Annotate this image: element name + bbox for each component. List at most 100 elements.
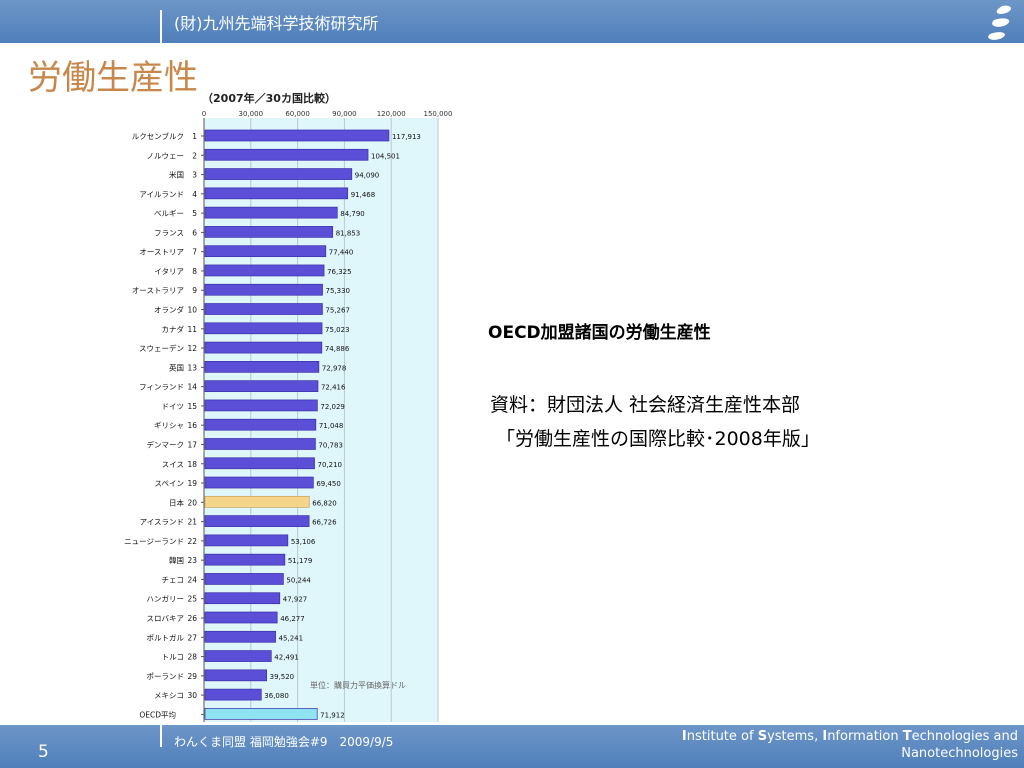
- rank-label: 9: [192, 286, 197, 295]
- value-label: 42,491: [274, 654, 299, 662]
- bar: [204, 438, 316, 450]
- rank-label: 3: [192, 171, 197, 180]
- bar: [204, 495, 310, 508]
- category-label: ノルウェー: [147, 151, 185, 160]
- value-label: 74,886: [325, 345, 350, 353]
- category-label: ルクセンブルク: [132, 131, 184, 141]
- source-note: 資料：財団法人 社会経済生産性本部: [490, 394, 801, 416]
- institute-part: S: [757, 729, 768, 744]
- category-label: ポーランド: [147, 672, 185, 681]
- institute-line2: Nanotechnologies: [901, 746, 1018, 761]
- bar: [204, 187, 349, 200]
- category-label: ベルギー: [154, 209, 184, 218]
- bar: [204, 669, 268, 682]
- institute-line1: Institute of Systems, Information Techno…: [682, 728, 1018, 745]
- rank-label: 5: [192, 209, 197, 218]
- chart-caption: OECD加盟諸国の労働生産性: [488, 323, 711, 343]
- value-label: 104,501: [371, 152, 400, 160]
- bar: [204, 322, 323, 335]
- category-label: メキシコ: [154, 691, 184, 700]
- rank-label: 16: [187, 421, 197, 430]
- rank-label: 12: [187, 344, 197, 353]
- slide-title: 労働生産性: [28, 58, 198, 98]
- rank-label: 26: [187, 614, 197, 623]
- value-label: 72,978: [322, 364, 347, 372]
- institute-part: nstitute of: [686, 729, 758, 744]
- bar: [204, 418, 317, 431]
- bar: [204, 476, 314, 489]
- source-publication: 「労働生産性の国際比較･2008年版」: [496, 428, 820, 450]
- category-label: ハンガリー: [147, 594, 185, 604]
- category-label: 英国: [169, 362, 184, 372]
- category-label: ドイツ: [162, 402, 185, 411]
- rank-label: 23: [187, 556, 197, 565]
- rank-label: 8: [192, 267, 197, 276]
- category-label: オーストラリア: [132, 286, 184, 295]
- bar: [204, 303, 323, 315]
- value-label: 47,927: [283, 596, 308, 604]
- institute-part: echnologies and: [911, 729, 1018, 744]
- category-label: オランダ: [154, 305, 184, 315]
- rank-label: 6: [192, 228, 197, 237]
- chart-title: （2007年／30カ国比較）: [202, 91, 336, 105]
- bar: [204, 148, 369, 161]
- value-label: 46,277: [280, 615, 305, 623]
- category-label: アイスランド: [140, 518, 184, 527]
- value-label: 81,853: [336, 229, 361, 237]
- value-label: 66,726: [312, 519, 337, 527]
- bar: [204, 380, 319, 392]
- rank-label: 25: [187, 595, 197, 604]
- category-label: ポルトガル: [147, 632, 185, 642]
- rank-label: 19: [187, 479, 197, 488]
- value-label: 117,913: [392, 133, 421, 141]
- value-label: 70,783: [318, 441, 343, 449]
- value-label: 77,440: [329, 249, 354, 257]
- rank-label: 20: [187, 498, 197, 507]
- value-label: 72,029: [320, 403, 345, 411]
- value-label: 75,267: [325, 307, 350, 315]
- bar: [204, 226, 334, 238]
- bar: [204, 650, 272, 662]
- value-label: 75,023: [325, 326, 350, 334]
- unit-note: 単位：購買力平価換算ドル: [310, 680, 406, 690]
- bar: [204, 457, 315, 470]
- event-info: わんくま同盟 福岡勉強会#9 2009/9/5: [174, 735, 394, 749]
- x-tick-label: 90,000: [332, 110, 357, 118]
- bar: [204, 688, 262, 701]
- bar: [204, 399, 318, 412]
- x-tick-label: 120,000: [377, 110, 406, 118]
- value-label: 94,090: [355, 172, 380, 180]
- category-label: ギリシャ: [154, 421, 184, 430]
- category-label: 韓国: [169, 555, 184, 565]
- value-label: 53,106: [291, 538, 316, 546]
- category-label: カナダ: [162, 324, 185, 334]
- footer-divider: [160, 725, 162, 747]
- value-label: 36,080: [264, 692, 289, 700]
- bar: [204, 361, 320, 373]
- rank-label: 21: [187, 518, 197, 527]
- value-label: 69,450: [316, 480, 341, 488]
- organization-name: (財)九州先端科学技術研究所: [174, 14, 379, 33]
- rank-label: 1: [192, 132, 197, 141]
- value-label: 75,330: [326, 287, 351, 295]
- institute-part: I: [681, 729, 687, 744]
- bar: [204, 245, 327, 258]
- category-label: トルコ: [162, 653, 184, 662]
- category-label: フィンランド: [139, 383, 184, 392]
- rank-label: 7: [192, 248, 197, 257]
- header-divider: [160, 10, 162, 44]
- institute-name: Institute of Systems, Information Techno…: [682, 728, 1018, 762]
- category-label: フランス: [154, 228, 184, 237]
- rank-label: 10: [187, 306, 197, 315]
- institute-part: ystems,: [767, 729, 823, 744]
- bar: [204, 553, 286, 566]
- category-label: スペイン: [155, 479, 184, 488]
- category-label: OECD平均: [139, 709, 176, 719]
- header-bar: (財)九州先端科学技術研究所: [0, 0, 1024, 44]
- x-tick-label: 60,000: [285, 110, 310, 118]
- rank-label: 13: [187, 363, 197, 372]
- bar: [204, 708, 318, 720]
- category-label: スウェーデン: [139, 343, 184, 353]
- category-label: スイス: [162, 460, 184, 469]
- bar: [204, 573, 284, 585]
